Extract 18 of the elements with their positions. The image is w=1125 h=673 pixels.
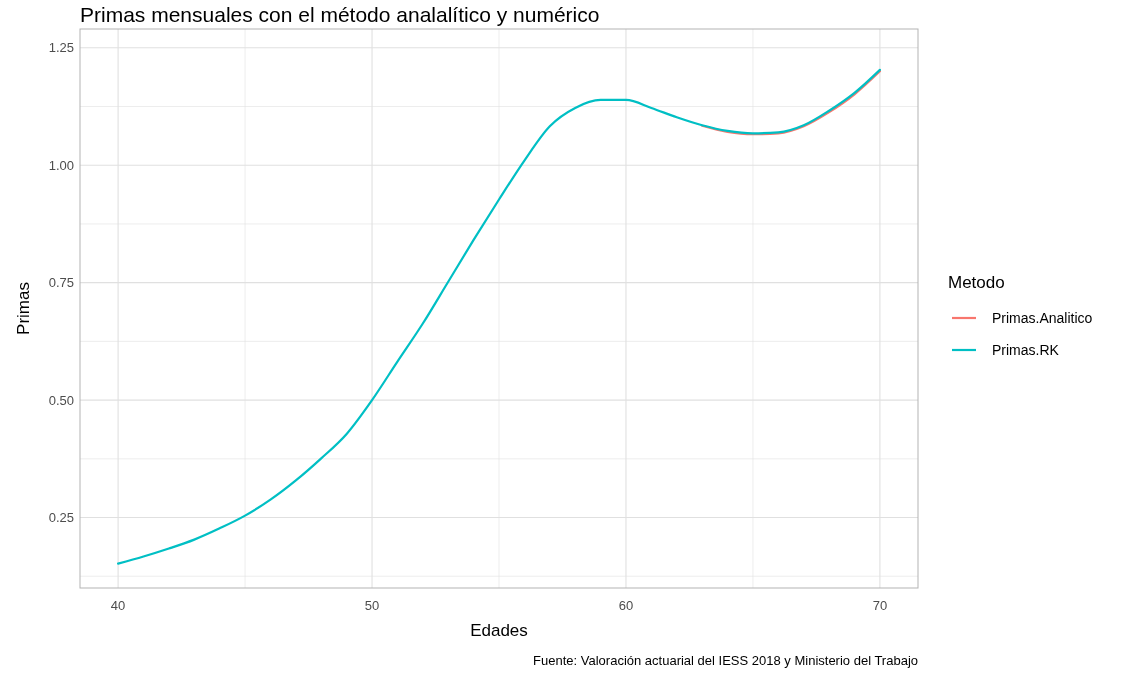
legend-label: Primas.RK [992, 342, 1060, 358]
x-tick-label: 40 [110, 598, 126, 613]
y-tick-label: 0.75 [48, 275, 74, 291]
source-note: Fuente: Valoración actuarial del IESS 2018 y Ministerio del Trabajo [533, 653, 918, 668]
y-tick-label: 1.25 [48, 40, 74, 56]
chart-title: Primas mensuales con el método analalítico y numérico [80, 3, 600, 26]
legend-title: Metodo [948, 273, 1005, 292]
x-axis-title: Edades [470, 621, 528, 640]
y-tick-label: 0.25 [48, 510, 74, 526]
x-tick-label: 60 [618, 598, 634, 613]
line-series [116, 68, 882, 565]
legend-label: Primas.Analitico [992, 310, 1093, 326]
x-tick-label: 70 [872, 598, 888, 613]
line-series [701, 70, 882, 136]
y-tick-label: 1.00 [48, 157, 74, 173]
y-axis-title: Primas [14, 282, 33, 335]
y-tick-label: 0.50 [48, 392, 74, 408]
x-tick-label: 50 [364, 598, 380, 613]
